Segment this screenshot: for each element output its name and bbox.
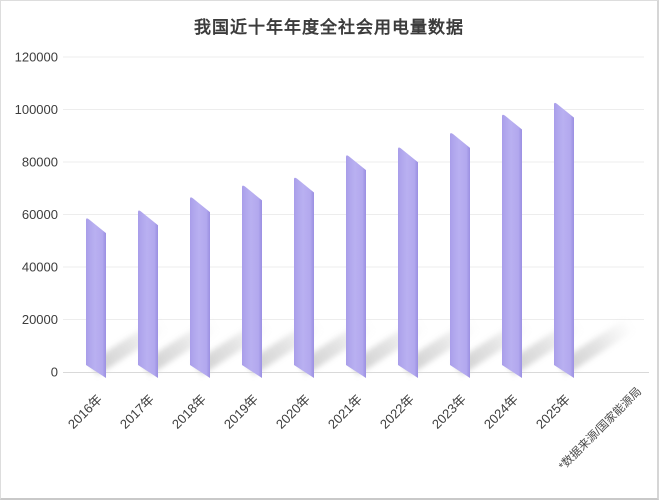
y-tick-label: 0 <box>51 365 58 380</box>
x-tick-label: 2017年 <box>117 392 157 432</box>
bar <box>138 210 158 378</box>
x-tick-label: 2024年 <box>481 392 521 432</box>
y-tick-label: 40000 <box>22 260 58 275</box>
y-tick-label: 100000 <box>15 102 58 117</box>
y-tick-label: 20000 <box>22 312 58 327</box>
x-tick-label: 2018年 <box>169 392 209 432</box>
x-tick-label: 2021年 <box>325 392 365 432</box>
bar <box>450 133 470 378</box>
y-tick-label: 60000 <box>22 207 58 222</box>
x-tick-label: 2023年 <box>429 392 469 432</box>
y-tick-label: 120000 <box>15 50 58 65</box>
x-tick-label: 2022年 <box>377 392 417 432</box>
bar <box>398 147 418 378</box>
x-tick-label: 2019年 <box>221 392 261 432</box>
y-axis-labels: 0 20000 40000 60000 80000 100000 120000 <box>15 50 58 380</box>
x-axis-labels: 2016年 2017年 2018年 2019年 2020年 2021年 2022年 2023年… <box>65 392 573 432</box>
bar <box>554 102 574 378</box>
y-tick-label: 80000 <box>22 155 58 170</box>
x-tick-label: 2016年 <box>65 392 105 432</box>
bar <box>190 197 210 378</box>
source-note: *数据来源/国家能源局 <box>556 384 645 473</box>
bar-series <box>86 102 574 378</box>
chart-title: 我国近十年年度全社会用电量数据 <box>194 18 464 37</box>
bar-shadow <box>557 317 635 375</box>
bar <box>346 155 366 378</box>
x-tick-label: 2025年 <box>533 392 573 432</box>
bar <box>502 114 522 378</box>
bar <box>294 177 314 378</box>
bar <box>86 218 106 378</box>
bar <box>242 185 262 378</box>
x-tick-label: 2020年 <box>273 392 313 432</box>
